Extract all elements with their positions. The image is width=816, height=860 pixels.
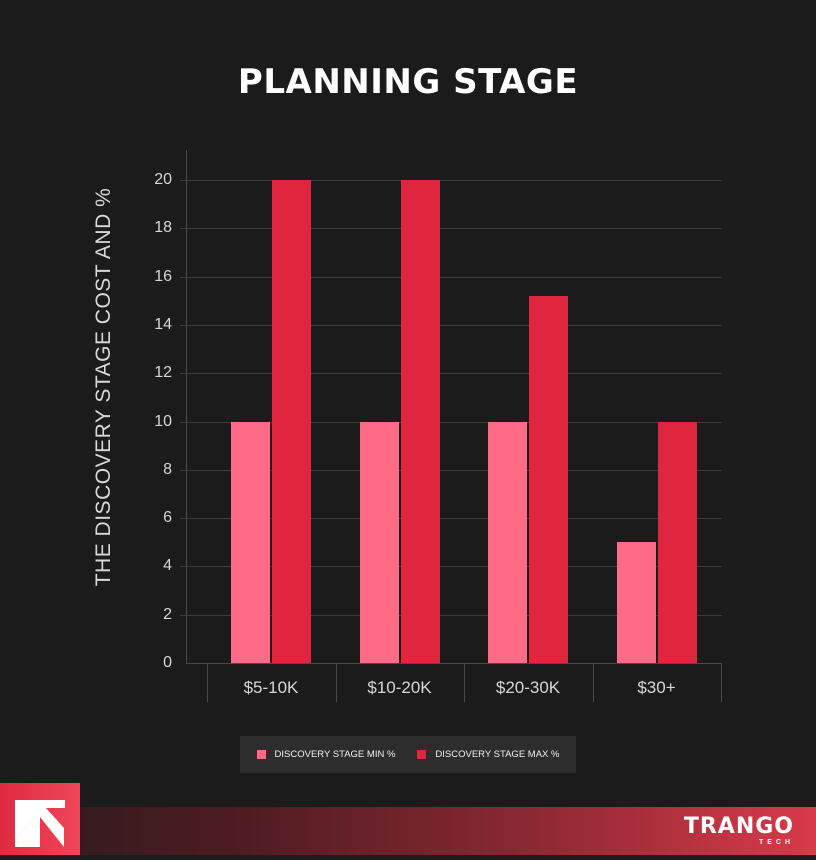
brand-sub: TECH <box>758 839 794 846</box>
y-tick-label: 12 <box>154 364 172 382</box>
y-tick-label: 0 <box>163 654 172 671</box>
bar-min[interactable] <box>231 421 270 663</box>
legend-swatch-max <box>417 750 427 759</box>
bar-max[interactable] <box>272 180 311 663</box>
gridline <box>180 421 722 423</box>
legend-swatch-min <box>256 750 266 759</box>
gridline <box>180 469 722 471</box>
bar-max[interactable] <box>529 295 568 663</box>
chart-title: PLANNING STAGE <box>237 62 579 102</box>
y-tick-label: 6 <box>163 509 172 527</box>
gridline <box>180 566 722 568</box>
x-category-divider <box>592 663 594 702</box>
x-category-divider <box>464 663 465 702</box>
legend-item-max[interactable]: DISCOVERY STAGE MAX % <box>417 749 559 760</box>
bar-min[interactable] <box>359 421 399 663</box>
plot-area: 0 2 4 6 8 10 12 14 16 18 20 $5-10K $10-20K $20-30K $30… <box>154 150 722 705</box>
y-tick-label: 2 <box>163 605 172 623</box>
bar-min[interactable] <box>488 421 527 663</box>
gridline <box>180 373 722 375</box>
arrow-up-left-icon <box>15 800 65 847</box>
gridline <box>180 180 722 181</box>
brand-name: TRANGO <box>683 814 794 839</box>
bar-max[interactable] <box>400 180 440 663</box>
logo-box <box>0 783 80 855</box>
y-axis-line <box>186 150 187 663</box>
y-tick-label: 14 <box>154 315 172 333</box>
legend: DISCOVERY STAGE MIN % DISCOVERY STAGE MA… <box>240 736 576 773</box>
y-tick-label: 18 <box>154 219 172 237</box>
y-tick-label: 20 <box>154 171 172 188</box>
y-tick-label: 4 <box>163 557 172 575</box>
legend-label-min: DISCOVERY STAGE MIN % <box>274 749 396 760</box>
gridline <box>180 518 722 520</box>
legend-item-min[interactable]: DISCOVERY STAGE MIN % <box>256 749 396 760</box>
gridline <box>180 324 722 326</box>
y-tick-label: 8 <box>163 460 172 478</box>
gridline <box>180 276 722 278</box>
y-tick-label: 10 <box>154 412 172 430</box>
x-tick-label: $5-10K <box>243 678 299 697</box>
footer-band <box>0 807 816 855</box>
x-category-divider <box>335 663 337 702</box>
gridline <box>180 614 722 616</box>
x-tick-label: $10-20K <box>367 678 432 697</box>
gridline <box>180 228 722 230</box>
bar-min[interactable] <box>616 542 656 663</box>
brand-logo: TRANGO TECH <box>684 815 794 847</box>
y-tick-label: 16 <box>154 267 172 285</box>
x-axis-line <box>186 663 722 664</box>
x-tick-label: $20-30K <box>495 678 561 697</box>
y-axis-label: THE DISCOVERY STAGE COST AND % <box>92 187 115 587</box>
bar-max[interactable] <box>657 421 697 663</box>
legend-label-max: DISCOVERY STAGE MAX % <box>435 749 560 760</box>
x-category-divider <box>207 663 208 702</box>
x-tick-label: $30+ <box>637 678 676 697</box>
x-category-divider <box>721 663 722 702</box>
